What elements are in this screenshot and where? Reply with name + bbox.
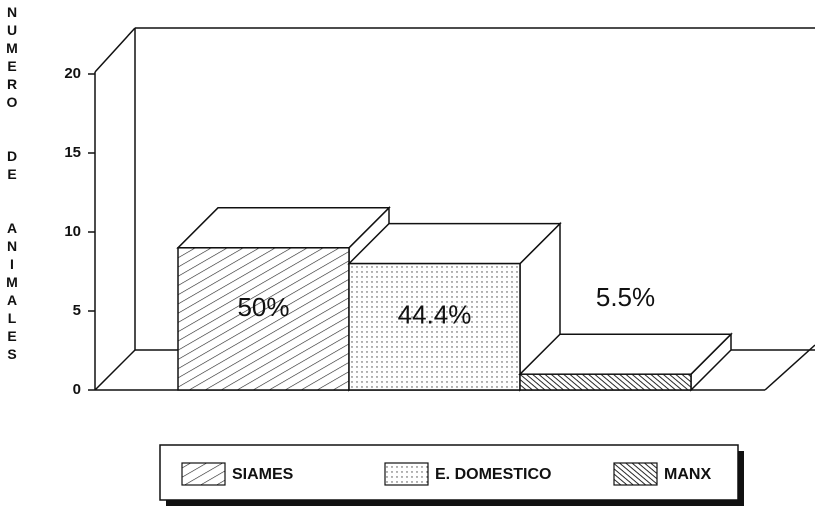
bar bbox=[519, 373, 692, 391]
bar bbox=[348, 262, 521, 391]
y-axis-label: NUMERO DE ANIMALES bbox=[4, 4, 20, 364]
bar bbox=[177, 247, 350, 391]
legend-label: SIAMES bbox=[232, 466, 294, 483]
legend-label: MANX bbox=[664, 466, 711, 483]
y-tick-label: 10 bbox=[64, 223, 81, 240]
value-label: 5.5% bbox=[596, 282, 655, 312]
value-label: 44.4% bbox=[398, 300, 472, 330]
legend-swatch bbox=[181, 462, 226, 486]
y-tick-label: 20 bbox=[64, 65, 81, 82]
legend-swatch bbox=[613, 462, 658, 486]
legend-label: E. DOMESTICO bbox=[435, 466, 551, 483]
legend-swatch bbox=[384, 462, 429, 486]
value-label: 50% bbox=[237, 292, 289, 322]
y-tick-label: 0 bbox=[73, 381, 81, 398]
y-tick-label: 15 bbox=[64, 144, 81, 161]
y-tick-label: 5 bbox=[73, 302, 81, 319]
